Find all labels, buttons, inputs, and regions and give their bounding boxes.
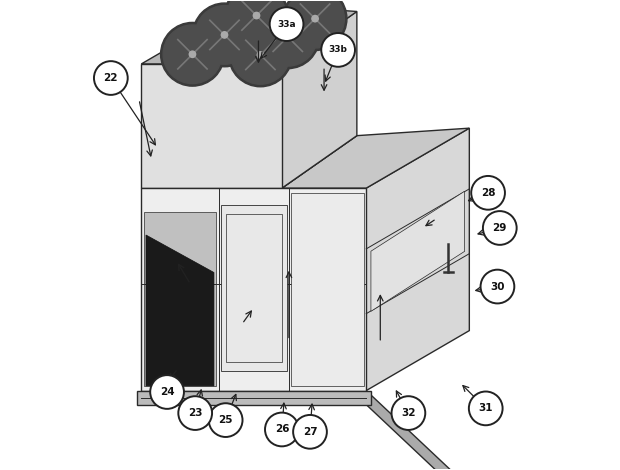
Circle shape xyxy=(283,0,347,50)
Circle shape xyxy=(257,52,264,58)
Text: 27: 27 xyxy=(303,427,317,437)
Text: 28: 28 xyxy=(481,188,495,198)
Polygon shape xyxy=(366,128,469,391)
Circle shape xyxy=(229,23,292,87)
Text: 32: 32 xyxy=(401,408,415,418)
Circle shape xyxy=(469,392,503,425)
Circle shape xyxy=(94,61,128,95)
Text: 23: 23 xyxy=(188,408,203,418)
Circle shape xyxy=(312,16,318,22)
Polygon shape xyxy=(141,4,357,64)
Text: 29: 29 xyxy=(493,223,507,233)
Circle shape xyxy=(392,396,425,430)
Circle shape xyxy=(163,25,222,84)
Circle shape xyxy=(286,0,344,48)
Polygon shape xyxy=(136,391,371,405)
Polygon shape xyxy=(144,212,216,386)
Polygon shape xyxy=(141,188,366,391)
Text: eReplacementParts.com: eReplacementParts.com xyxy=(229,257,391,270)
Text: 33b: 33b xyxy=(329,46,348,55)
Polygon shape xyxy=(371,191,464,311)
Circle shape xyxy=(265,413,299,446)
Polygon shape xyxy=(291,193,364,386)
Circle shape xyxy=(471,176,505,210)
Circle shape xyxy=(285,33,291,40)
Text: 31: 31 xyxy=(479,403,493,414)
Text: 22: 22 xyxy=(104,73,118,83)
Polygon shape xyxy=(146,235,214,386)
Circle shape xyxy=(293,415,327,449)
Circle shape xyxy=(227,0,286,45)
Circle shape xyxy=(161,23,224,86)
Circle shape xyxy=(321,33,355,67)
Circle shape xyxy=(150,375,184,409)
Polygon shape xyxy=(366,391,469,470)
Text: 25: 25 xyxy=(218,415,233,425)
Circle shape xyxy=(270,7,303,41)
Circle shape xyxy=(254,12,260,19)
Polygon shape xyxy=(282,11,357,188)
Circle shape xyxy=(259,8,317,66)
Polygon shape xyxy=(221,204,286,371)
Text: 24: 24 xyxy=(160,387,174,397)
Circle shape xyxy=(189,51,196,57)
Circle shape xyxy=(483,211,516,245)
Circle shape xyxy=(179,396,212,430)
Circle shape xyxy=(480,270,515,304)
Text: 26: 26 xyxy=(275,424,289,434)
Circle shape xyxy=(231,25,290,84)
Circle shape xyxy=(195,6,254,64)
Polygon shape xyxy=(141,128,357,188)
Text: 33a: 33a xyxy=(277,20,296,29)
Circle shape xyxy=(256,5,319,69)
Circle shape xyxy=(221,31,228,38)
Circle shape xyxy=(224,0,288,47)
Text: 30: 30 xyxy=(490,282,505,291)
Polygon shape xyxy=(141,64,282,188)
Circle shape xyxy=(193,3,256,67)
Circle shape xyxy=(209,403,242,437)
Polygon shape xyxy=(282,128,469,188)
